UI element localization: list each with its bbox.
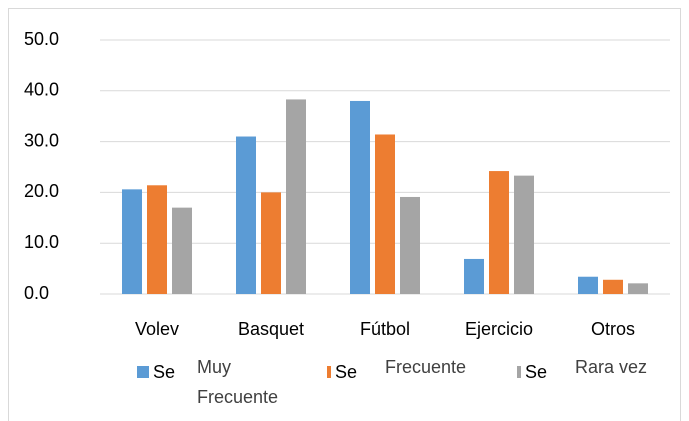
legend-label-box: Rara vez [575,357,648,377]
legend-prefix: Se [525,362,547,382]
bar [350,100,370,295]
legend-label: Frecuente [385,357,467,377]
bar [489,171,509,294]
x-tick-label: Otros [591,319,635,339]
bar [261,192,281,294]
y-tick-label: 10.0 [24,232,59,252]
legend-label: Muy Frecuente [197,357,279,407]
legend-swatch [327,366,331,378]
bar [464,258,484,294]
legend-swatch [137,366,149,378]
x-tick-label: Basquet [238,319,304,339]
legend-label-box: Muy Frecuente [197,357,279,407]
bar [122,189,142,294]
y-tick-label: 20.0 [24,181,59,201]
x-tick-label: Ejercicio [465,319,533,339]
bar [628,283,648,294]
bar [400,196,420,294]
x-tick-label: Fútbol [360,319,410,339]
x-tick-label: Volev [135,319,179,339]
bar [147,185,167,294]
legend-swatch [517,366,521,378]
legend-label: Rara vez [575,357,648,377]
y-tick-label: 30.0 [24,130,59,150]
bar [236,136,256,294]
bar [286,99,306,294]
chart-frame [8,8,681,421]
bar [603,279,623,294]
bar [172,207,192,294]
legend-prefix: Se [335,362,357,382]
y-tick-label: 0.0 [24,283,49,303]
bar [375,134,395,294]
y-tick-label: 50.0 [24,29,59,49]
bar [514,175,534,294]
legend-label-box: Frecuente [385,357,467,377]
y-tick-label: 40.0 [24,80,59,100]
bar [578,276,598,294]
legend-prefix: Se [153,362,175,382]
